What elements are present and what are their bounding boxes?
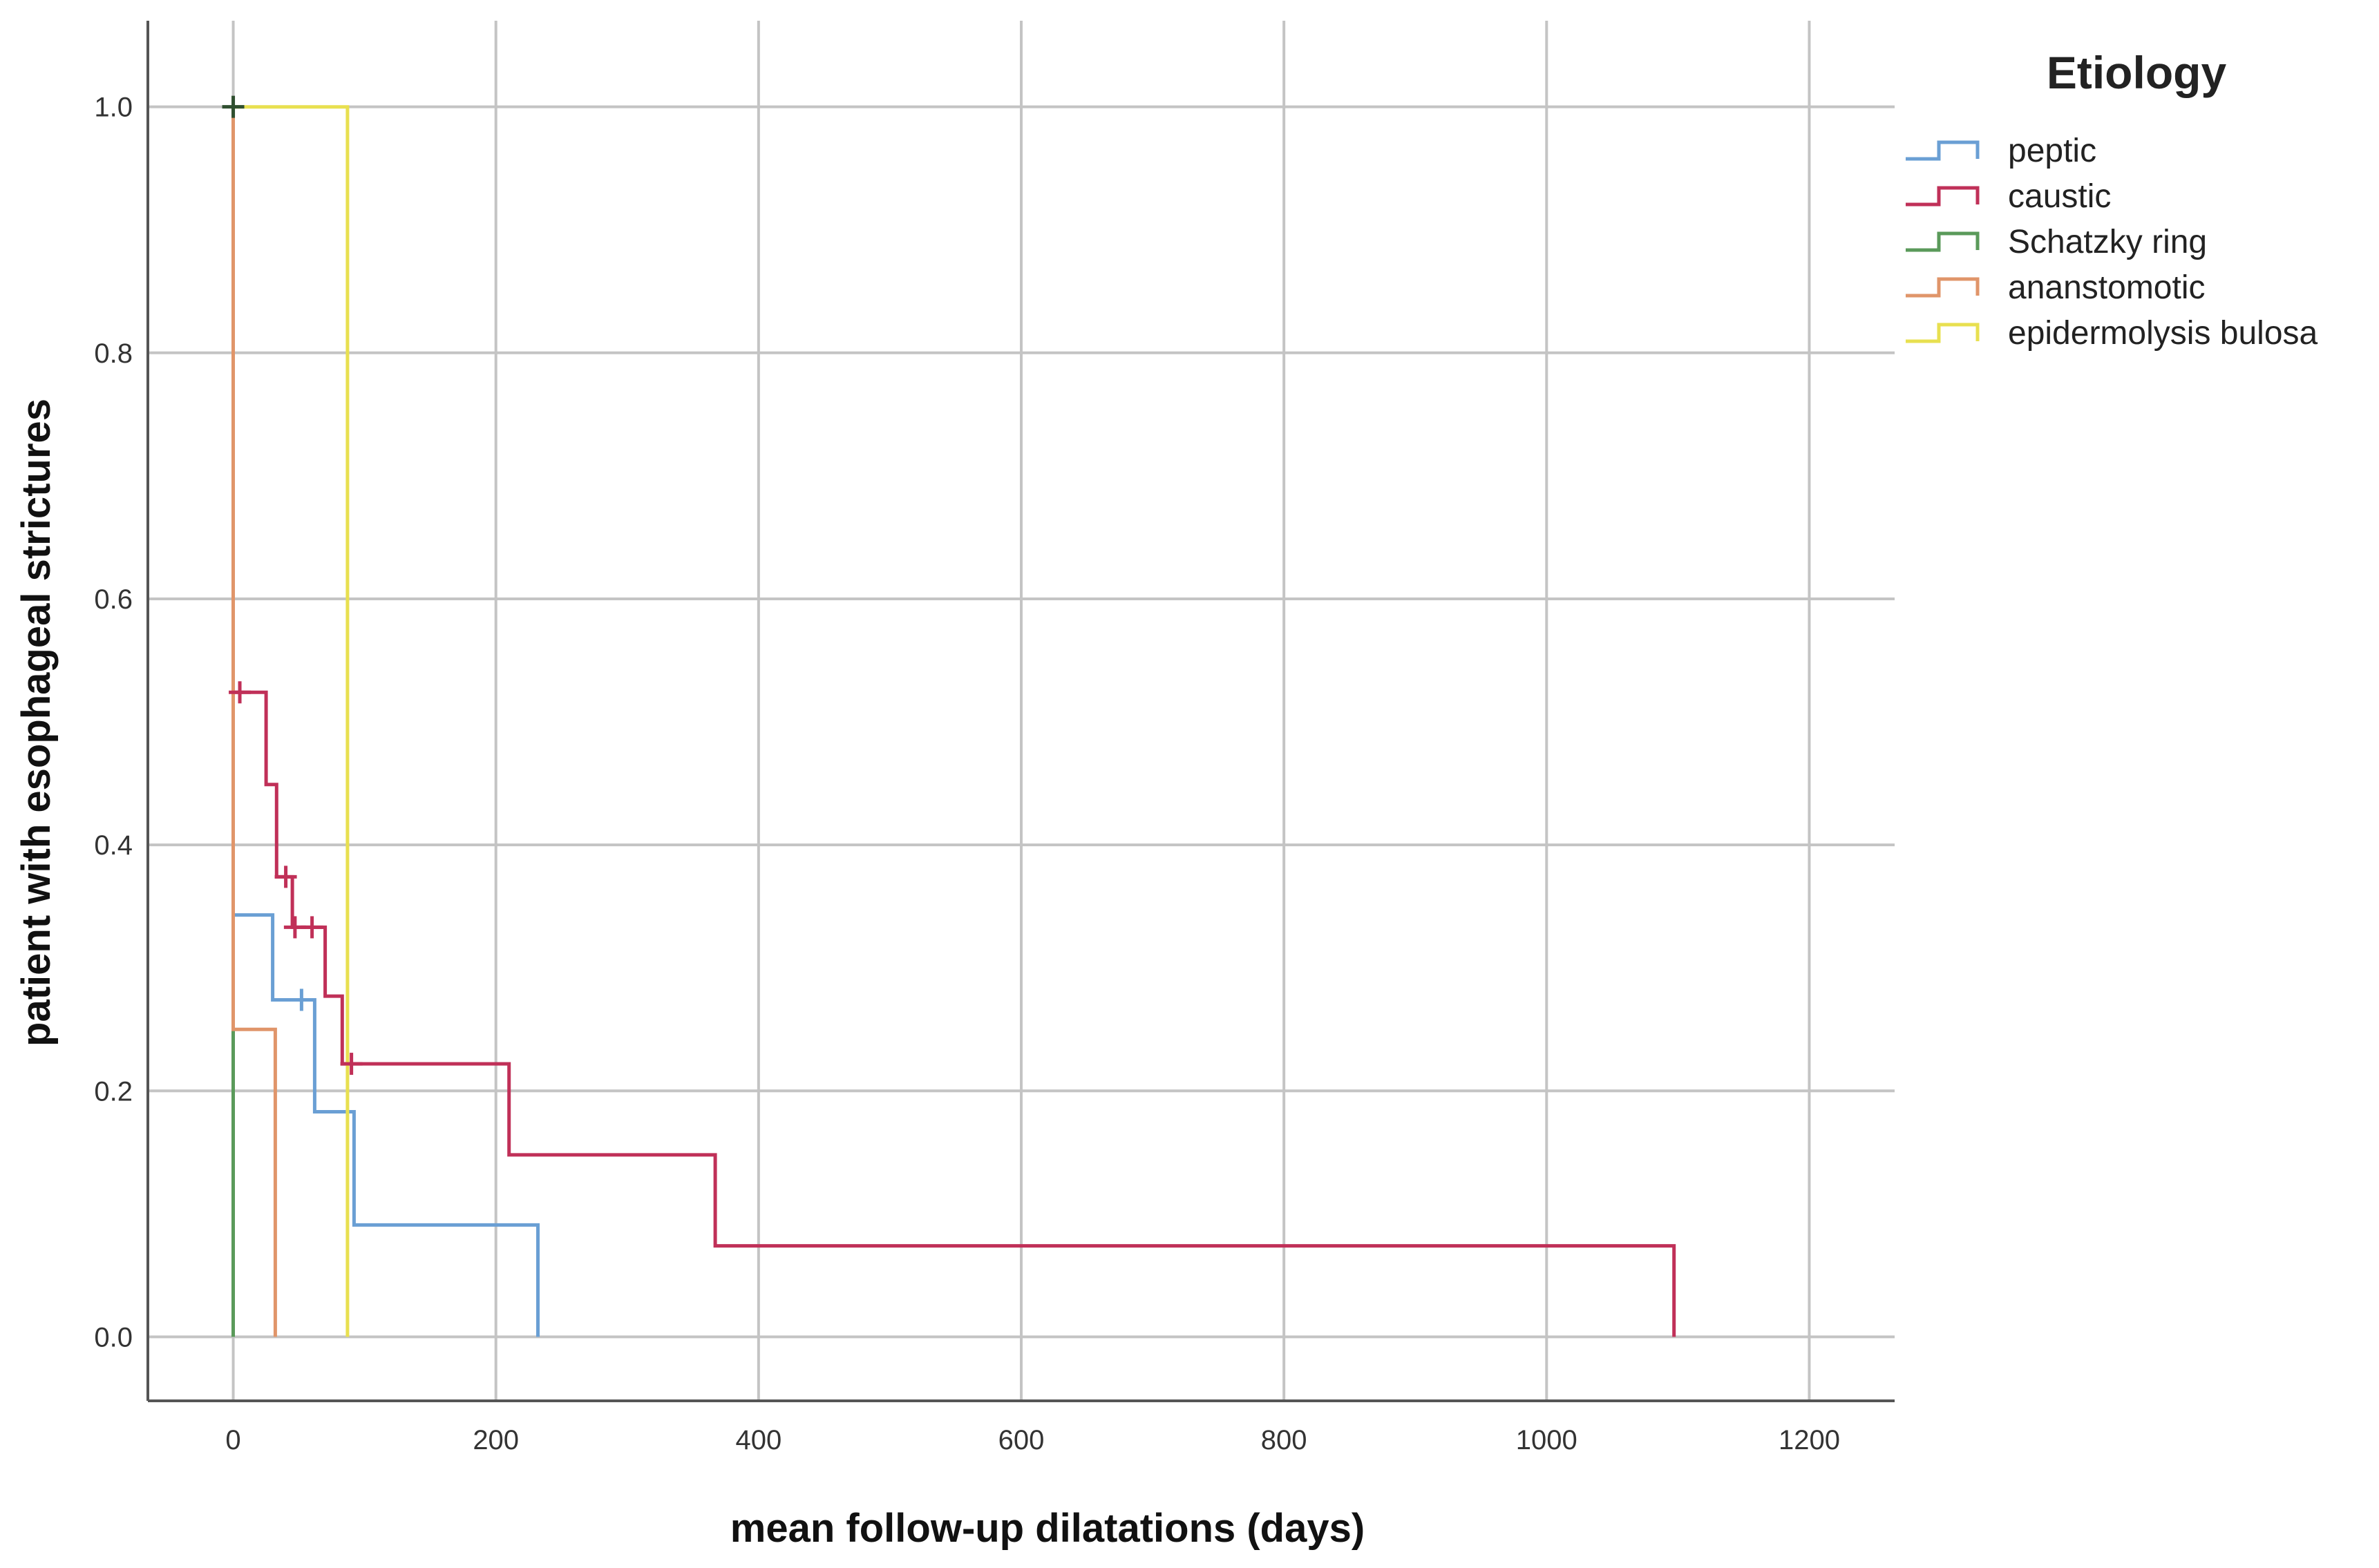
legend: Etiology peptic caustic Schatzky ring anans…: [1906, 47, 2318, 352]
x-tick-label: 1000: [1516, 1425, 1577, 1455]
legend-label: caustic: [2008, 178, 2111, 215]
x-axis-title: mean follow-up dilatations (days): [730, 1506, 1365, 1551]
grid: [148, 21, 1895, 1401]
x-tick-label: 400: [735, 1425, 781, 1455]
x-tick-label: 0: [225, 1425, 240, 1455]
tick-labels: 0 200 400 600 800 1000 1200 0.0 0.2 0.4 0.6 0.8 1.0: [94, 93, 1840, 1455]
legend-item-caustic: caustic: [1906, 178, 2111, 215]
censor-mark-caustic: [340, 1053, 363, 1075]
series-line-peptic: [231, 106, 540, 1337]
legend-swatch: [1906, 277, 1980, 298]
legend-label: Schatzky ring: [2008, 224, 2207, 260]
series-line-epidermolysis-bulosa: [233, 105, 350, 1337]
legend-title: Etiology: [2047, 47, 2227, 98]
y-tick-label: 0.2: [94, 1076, 133, 1107]
censor-marks: [222, 95, 363, 1075]
legend-item-epidermolysis-bulosa: epidermolysis bulosa: [1906, 315, 2318, 352]
censor-mark-peptic: [290, 988, 313, 1011]
x-tick-label: 1200: [1779, 1425, 1840, 1455]
axes: [146, 21, 1895, 1402]
legend-item-ananstomotic: ananstomotic: [1906, 269, 2206, 306]
legend-swatch: [1906, 323, 1980, 343]
x-tick-label: 600: [998, 1425, 1045, 1455]
series-line-caustic: [231, 106, 1676, 1337]
y-tick-label: 0.8: [94, 338, 133, 369]
y-tick-label: 1.0: [94, 93, 133, 123]
legend-swatch: [1906, 140, 1980, 161]
legend-label: peptic: [2008, 133, 2096, 169]
x-tick-label: 200: [473, 1425, 519, 1455]
legend-item-peptic: peptic: [1906, 133, 2096, 169]
legend-label: epidermolysis bulosa: [2008, 315, 2318, 352]
series-line-ananstomotic: [231, 106, 277, 1337]
censor-mark-caustic: [229, 681, 252, 704]
legend-items: peptic caustic Schatzky ring ananstomotic ep…: [1906, 133, 2318, 352]
y-tick-label: 0.4: [94, 830, 133, 861]
censor-mark-schatzky-ring: [222, 95, 245, 118]
y-axis-title: patient with esophageal strictures: [14, 399, 59, 1046]
legend-label: ananstomotic: [2008, 269, 2206, 306]
y-tick-label: 0.6: [94, 584, 133, 615]
x-tick-label: 800: [1261, 1425, 1307, 1455]
y-tick-label: 0.0: [94, 1322, 133, 1352]
censor-mark-caustic: [274, 866, 297, 888]
legend-swatch: [1906, 231, 1980, 252]
legend-swatch: [1906, 186, 1980, 207]
series-lines: [231, 105, 1676, 1337]
legend-item-schatzky-ring: Schatzky ring: [1906, 224, 2207, 260]
censor-mark-caustic: [301, 916, 323, 939]
